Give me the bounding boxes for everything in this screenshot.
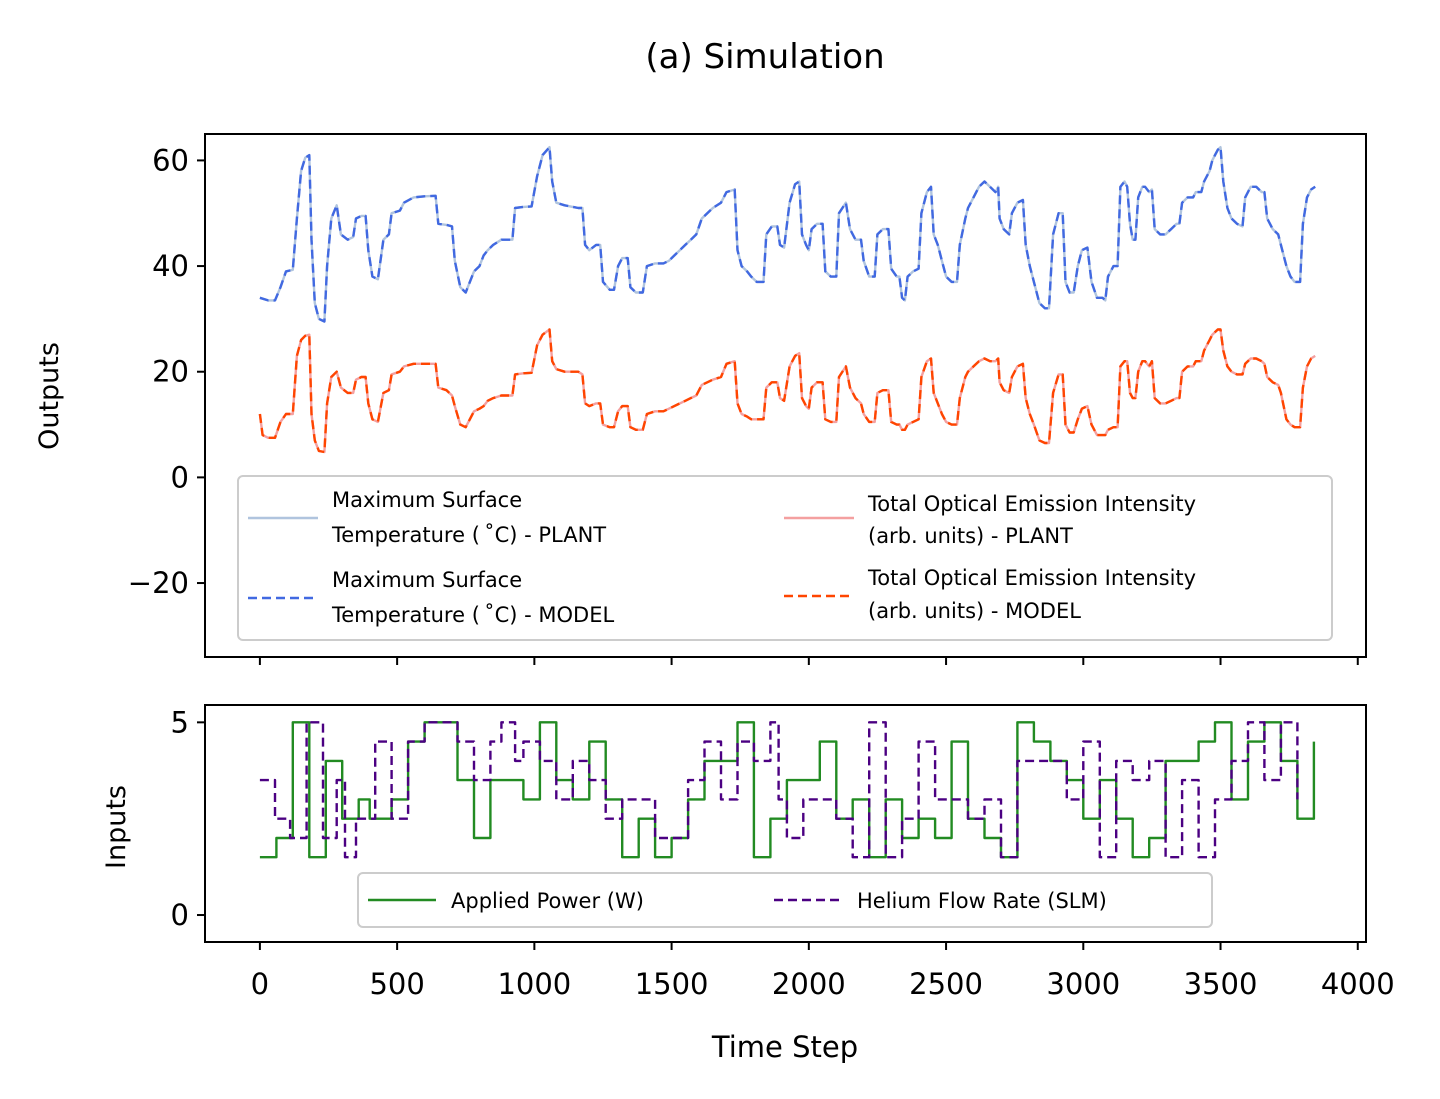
outputs-ytick-label: −20 [128,566,189,600]
figure-title: (a) Simulation [645,37,884,77]
inputs-ytick-label: 5 [171,705,189,739]
outputs-axes-frame [204,133,1367,658]
inputs-xtick-label: 1500 [635,967,709,1001]
inputs-xtick-label: 2500 [909,967,983,1001]
inputs-xtick-label: 4000 [1321,967,1395,1001]
legend-label-temp-model-line2: Temperature ( ˚C) - MODEL [331,603,614,627]
inputs-xtick-label: 2000 [772,967,846,1001]
inputs-xtick-label: 3000 [1046,967,1120,1001]
outputs-series-line-0 [259,146,1316,323]
outputs-series-line-1 [259,146,1316,323]
inputs-xtick-label: 500 [369,967,424,1001]
outputs-legend: Maximum Surface Temperature ( ˚C) - PLAN… [237,475,1333,641]
inputs-series-line-0 [259,721,1316,859]
inputs-ylabel: Inputs [101,785,132,869]
legend-label-power: Applied Power (W) [451,889,644,913]
outputs-series-line-2 [258,328,1316,454]
inputs-ytick-label: 0 [171,898,189,932]
outputs-axes: −20 0 20 40 60 Outputs Maximum Surface Tempe… [34,133,1367,665]
inputs-axes-frame [204,704,1367,943]
outputs-ytick-label: 60 [152,143,189,177]
inputs-axes: 0 5 0 500 1000 1500 2000 2500 3000 3500 4000 Inpu… [101,704,1395,1064]
inputs-series-line-1 [259,721,1299,859]
outputs-ytick-label: 0 [171,460,189,494]
outputs-ytick-label: 20 [152,355,189,389]
legend-label-temp-plant-line2: Temperature ( ˚C) - PLANT [331,523,606,547]
inputs-legend-frame [357,872,1213,928]
legend-label-oes-model-line1: Total Optical Emission Intensity [867,566,1196,590]
inputs-xtick-label: 1000 [497,967,571,1001]
inputs-xtick-label: 3500 [1184,967,1258,1001]
outputs-ylabel: Outputs [34,342,65,450]
inputs-legend: Applied Power (W) Helium Flow Rate (SLM) [357,872,1213,928]
outputs-series-line-3 [258,328,1316,454]
outputs-legend-frame [237,475,1333,641]
legend-label-temp-model-line1: Maximum Surface [332,568,522,592]
legend-label-oes-plant-line1: Total Optical Emission Intensity [867,492,1196,516]
legend-label-oes-plant-line2: (arb. units) - PLANT [868,524,1073,548]
inputs-xlabel: Time Step [711,1030,858,1064]
legend-label-helium: Helium Flow Rate (SLM) [857,889,1107,913]
outputs-ytick-label: 40 [152,249,189,283]
inputs-xtick-label: 0 [251,967,269,1001]
legend-label-oes-model-line2: (arb. units) - MODEL [868,599,1081,623]
legend-label-temp-plant-line1: Maximum Surface [332,488,522,512]
